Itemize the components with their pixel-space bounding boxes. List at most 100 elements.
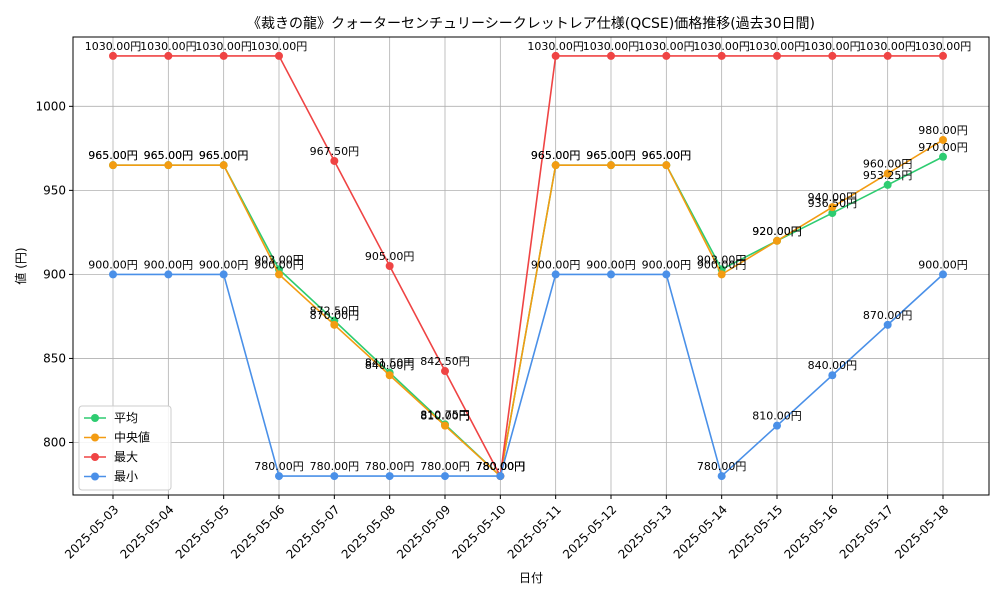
- data-point: [939, 135, 947, 144]
- data-label: 841.50円: [365, 357, 415, 370]
- data-label: 920.00円: [752, 225, 802, 238]
- legend-swatch-marker: [91, 433, 99, 442]
- data-point: [717, 270, 726, 279]
- data-point: [662, 161, 671, 170]
- data-point: [496, 472, 505, 481]
- data-point: [385, 371, 394, 380]
- data-label: 1030.00円: [915, 40, 972, 53]
- data-label: 936.50円: [808, 197, 858, 210]
- data-point: [330, 320, 339, 329]
- data-point: [275, 51, 283, 60]
- data-point: [441, 367, 449, 376]
- data-label: 1030.00円: [693, 40, 750, 53]
- data-point: [883, 180, 892, 189]
- data-label: 965.00円: [144, 149, 194, 162]
- data-point: [828, 371, 837, 380]
- data-label: 810.00円: [420, 410, 470, 423]
- data-label: 953.25円: [863, 169, 913, 182]
- data-point: [219, 51, 228, 60]
- data-point: [939, 270, 947, 279]
- data-label: 920.00円: [752, 225, 802, 238]
- series-line: [113, 55, 943, 479]
- data-label: 965.00円: [199, 149, 249, 162]
- data-point: [939, 152, 947, 161]
- data-point: [219, 161, 228, 170]
- data-label: 780.00円: [254, 460, 304, 473]
- series-layer: [109, 51, 947, 481]
- data-label: 965.00円: [531, 149, 581, 162]
- data-label: 900.00円: [199, 258, 249, 271]
- data-point: [164, 161, 173, 170]
- data-point: [607, 51, 615, 60]
- plot-area-frame: [72, 36, 990, 496]
- data-label: 965.00円: [586, 149, 636, 162]
- legend-swatch-marker: [91, 453, 99, 461]
- data-label: 900.00円: [144, 258, 194, 271]
- data-label: 780.00円: [476, 460, 526, 473]
- data-label: 903.00円: [697, 253, 747, 266]
- data-point: [385, 472, 394, 481]
- data-label: 900.00円: [918, 258, 968, 271]
- data-point: [275, 270, 283, 279]
- data-label: 905.00円: [365, 250, 415, 263]
- data-point: [551, 161, 560, 170]
- data-label: 780.00円: [476, 460, 526, 473]
- data-label: 1030.00円: [140, 40, 197, 53]
- data-point: [883, 169, 892, 178]
- chart-title: 《裁きの龍》クォーターセンチュリーシークレットレア仕様(QCSE)価格推移(過去…: [247, 15, 815, 32]
- y-tick-label: 850: [43, 351, 66, 365]
- y-axis-label: 値 (円): [13, 247, 28, 284]
- data-label: 965.00円: [531, 149, 581, 162]
- data-label: 1030.00円: [638, 40, 695, 53]
- data-point: [551, 51, 560, 60]
- data-label: 965.00円: [642, 149, 692, 162]
- data-label: 980.00円: [918, 124, 968, 137]
- legend-swatch-marker: [91, 472, 99, 481]
- data-label: 1030.00円: [195, 40, 252, 53]
- data-label: 1030.00円: [749, 40, 806, 53]
- data-point: [828, 209, 837, 218]
- data-label: 965.00円: [586, 149, 636, 162]
- legend-label: 中央値: [114, 430, 150, 445]
- data-label: 900.00円: [531, 258, 581, 271]
- data-point: [773, 51, 781, 60]
- y-tick-label: 1000: [35, 99, 66, 113]
- data-label: 1030.00円: [251, 40, 308, 53]
- data-label: 842.50円: [420, 355, 470, 368]
- data-point: [109, 270, 117, 279]
- x-axis-label: 日付: [519, 571, 543, 585]
- data-label: 780.00円: [365, 460, 415, 473]
- data-label: 967.50円: [310, 145, 360, 158]
- data-label: 780.00円: [310, 460, 360, 473]
- data-label: 900.00円: [586, 258, 636, 271]
- data-point: [441, 472, 449, 481]
- data-label: 900.00円: [88, 258, 138, 271]
- data-point: [717, 472, 726, 481]
- data-point: [109, 51, 117, 60]
- data-point: [828, 203, 837, 212]
- data-point: [275, 472, 283, 481]
- data-label: 780.00円: [420, 460, 470, 473]
- data-point: [883, 51, 892, 60]
- series-line: [113, 273, 944, 478]
- legend-frame: [78, 405, 172, 491]
- data-label: 940.00円: [808, 191, 858, 204]
- grid: [73, 37, 989, 495]
- data-label: 965.00円: [199, 149, 249, 162]
- data-point: [164, 270, 173, 279]
- data-point: [662, 270, 671, 279]
- data-point: [385, 262, 394, 270]
- y-tick-label: 950: [43, 183, 66, 197]
- data-point: [164, 51, 173, 60]
- data-label: 965.00円: [88, 149, 138, 162]
- data-label: 1030.00円: [85, 40, 142, 53]
- data-label: 840.00円: [808, 359, 858, 372]
- data-label: 870.00円: [310, 309, 360, 322]
- data-label: 780.00円: [697, 460, 747, 473]
- data-point: [939, 51, 947, 60]
- y-tick-label: 900: [43, 267, 66, 281]
- legend-label: 最小: [114, 470, 138, 484]
- data-label: 965.00円: [144, 149, 194, 162]
- data-point: [773, 421, 781, 430]
- data-point: [330, 156, 339, 165]
